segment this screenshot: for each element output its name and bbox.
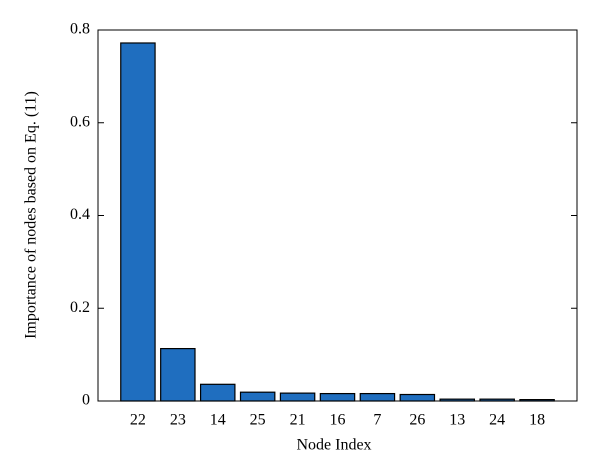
x-tick-label: 7 [373, 412, 381, 429]
bar [160, 347, 196, 402]
x-tick-label: 16 [330, 412, 346, 429]
bar [359, 392, 396, 402]
bar [239, 391, 276, 402]
x-tick-label: 14 [210, 412, 226, 429]
y-tick-label: 0 [82, 392, 90, 409]
x-tick-label: 24 [489, 412, 505, 429]
y-axis-label: Importance of nodes based on Eq. (11) [23, 91, 40, 339]
x-tick-label: 26 [409, 412, 425, 429]
bar [120, 42, 156, 402]
bar [319, 392, 356, 402]
y-tick-label: 0.8 [70, 21, 90, 38]
y-tick-label: 0.4 [70, 206, 90, 223]
x-axis-label: Node Index [296, 437, 371, 454]
bar [199, 383, 236, 402]
x-tick-label: 23 [170, 412, 186, 429]
x-tick-label: 18 [529, 412, 545, 429]
bar [399, 393, 436, 402]
y-tick-label: 0.6 [70, 113, 90, 130]
x-tick-label: 22 [130, 412, 146, 429]
x-tick-label: 25 [250, 412, 266, 429]
plot-frame [97, 29, 578, 402]
x-tick-label: 13 [449, 412, 465, 429]
bar [279, 392, 316, 402]
x-tick-label: 21 [290, 412, 306, 429]
y-tick-label: 0.2 [70, 299, 90, 316]
